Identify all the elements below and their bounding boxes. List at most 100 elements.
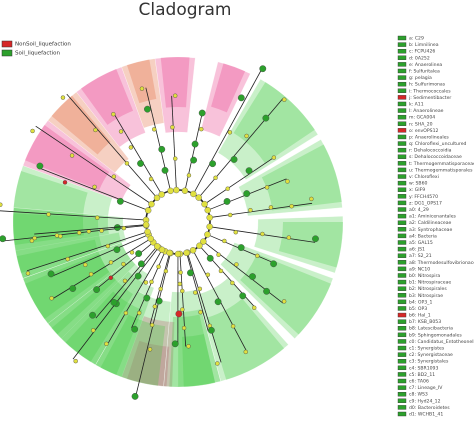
branch — [38, 167, 149, 211]
title: Cladogram — [139, 0, 232, 20]
clade-sector — [238, 139, 343, 217]
node — [118, 129, 124, 134]
node — [137, 310, 142, 316]
taxon-swatch — [397, 392, 407, 397]
taxon-label: c6: TA06 — [409, 379, 429, 385]
taxon-swatch — [397, 378, 407, 384]
taxon-label: b0: Nitrospira — [409, 273, 440, 279]
taxon-swatch — [397, 75, 407, 80]
taxon-swatch — [397, 108, 407, 113]
node — [69, 153, 75, 158]
branch — [198, 98, 284, 198]
taxon-swatch — [397, 365, 407, 371]
node — [105, 243, 111, 249]
branch — [107, 249, 163, 345]
taxon-swatch — [397, 279, 407, 285]
node — [173, 93, 178, 98]
taxon-label: e: Anaerolinea — [409, 62, 442, 68]
node — [0, 202, 3, 207]
node — [195, 194, 202, 201]
node — [173, 186, 180, 194]
node — [152, 304, 158, 309]
taxon-label: a0: 4_29 — [409, 207, 429, 213]
taxon-swatch — [397, 81, 407, 87]
clade-sector-inner — [127, 59, 157, 104]
node — [173, 156, 178, 161]
node — [216, 252, 221, 257]
taxon-swatch — [397, 35, 407, 41]
legend-swatch — [1, 40, 13, 48]
taxon-label: o: envOPS12 — [409, 128, 438, 134]
taxon-swatch — [397, 227, 407, 232]
node — [161, 166, 169, 174]
node — [69, 285, 77, 292]
taxon-swatch — [397, 141, 407, 146]
taxon-label: c8: WS3 — [409, 392, 428, 398]
node — [201, 200, 208, 208]
node — [264, 185, 270, 190]
node — [137, 260, 145, 268]
clade-sector-inner — [160, 56, 190, 108]
taxon-swatch — [397, 62, 407, 67]
taxon-swatch — [397, 88, 407, 93]
node — [197, 286, 203, 292]
clade-sector — [217, 78, 319, 180]
legend: NonSoil_liquefaction Soil_liquefaction — [1, 40, 71, 57]
taxon-label: z: DG1_OPS17 — [409, 200, 442, 206]
clade-sector — [220, 242, 334, 340]
taxon-label: v: Chloroflexi — [409, 174, 439, 180]
node — [83, 262, 88, 267]
node — [270, 260, 277, 268]
node — [143, 280, 149, 285]
node — [62, 180, 68, 185]
node — [207, 326, 215, 334]
node — [196, 242, 203, 249]
node — [285, 179, 290, 184]
taxon-label: a3: Syntrophaceae — [409, 227, 453, 233]
taxon-label: r: Dehalococcoidia — [409, 148, 452, 154]
taxon-label: a6: JS1 — [409, 247, 425, 253]
taxon-swatch — [397, 266, 407, 272]
node — [190, 190, 197, 198]
taxon-swatch — [397, 194, 407, 199]
node — [144, 105, 151, 113]
taxon-swatch — [397, 200, 407, 206]
node — [225, 186, 230, 191]
node — [110, 299, 118, 306]
node — [167, 187, 174, 195]
taxon-label: q: Chloroflexi_uncultured — [409, 141, 467, 147]
taxon-label: b3: Nitrospirae — [409, 293, 443, 299]
node — [237, 244, 245, 251]
node — [249, 273, 256, 280]
taxon-swatch — [397, 253, 407, 258]
taxon-swatch — [397, 128, 407, 133]
node — [135, 250, 143, 257]
taxon-swatch — [397, 187, 407, 192]
node — [206, 214, 213, 221]
node — [234, 262, 239, 267]
clade-sector-inner — [278, 222, 343, 268]
node — [271, 155, 277, 160]
taxon-label: b8: Latescibacteria — [409, 326, 453, 332]
node — [222, 238, 227, 244]
node — [243, 190, 251, 198]
branch — [26, 231, 148, 272]
clade-sector-inner — [100, 314, 166, 386]
node — [143, 294, 151, 302]
taxon-swatch — [397, 306, 407, 311]
node — [233, 230, 238, 235]
clade-sector — [12, 207, 127, 279]
taxon-label: c: FCPU426 — [409, 49, 435, 55]
node — [122, 278, 128, 284]
taxon-swatch — [397, 167, 407, 173]
node — [180, 307, 185, 312]
node — [111, 112, 116, 117]
taxon-label: b2: Nitrospirales — [409, 286, 447, 292]
node — [111, 174, 117, 179]
branch — [179, 253, 187, 347]
node — [228, 212, 233, 218]
clade-sector-inner — [13, 171, 88, 245]
taxon-swatch — [397, 385, 407, 390]
